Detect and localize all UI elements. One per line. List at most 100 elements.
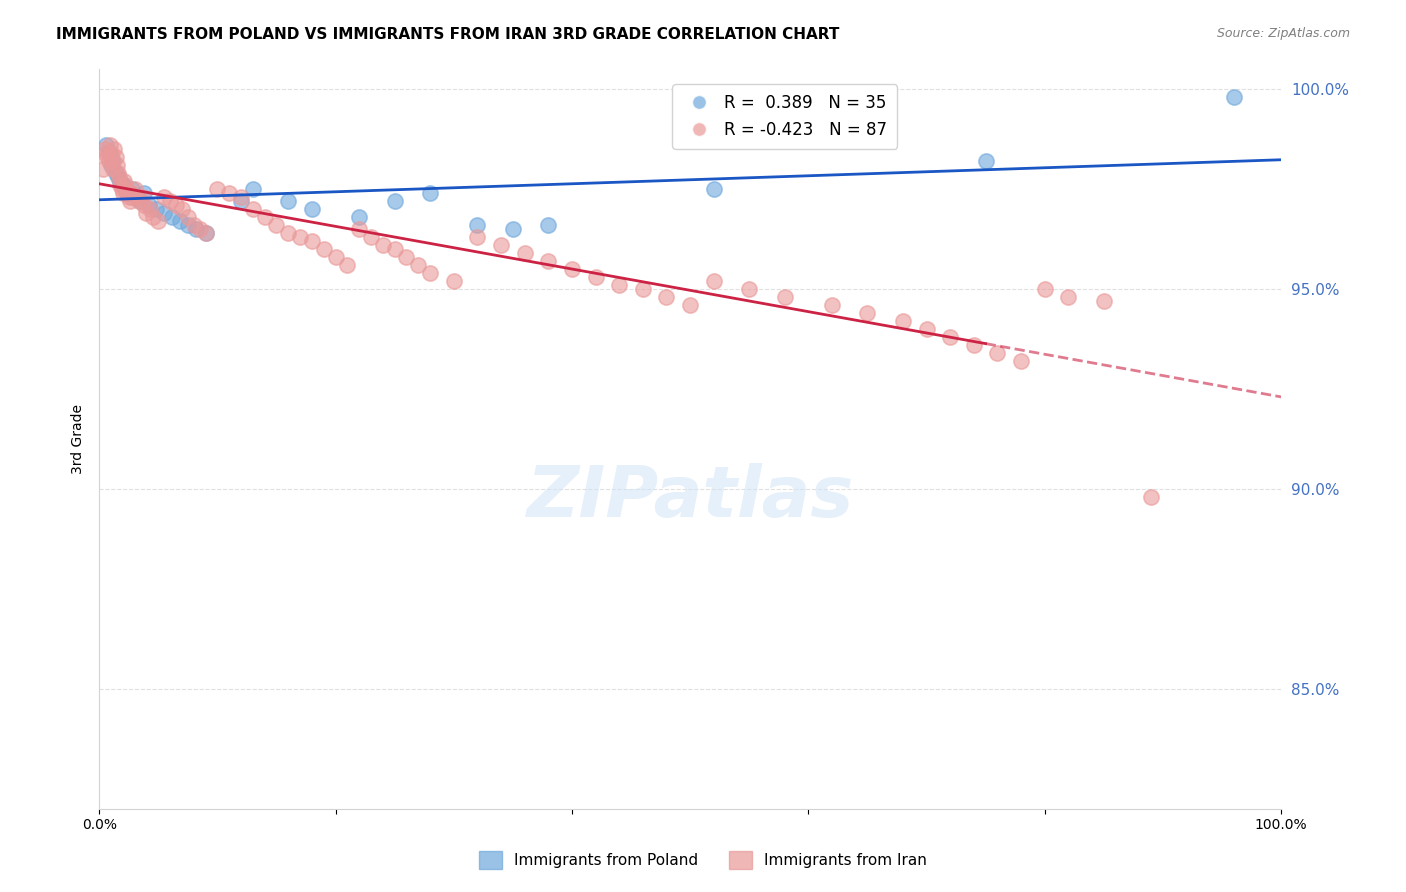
Point <box>128 194 150 208</box>
Point <box>194 226 217 240</box>
Point <box>145 202 167 216</box>
Point <box>100 157 122 171</box>
Point <box>207 181 229 195</box>
Point <box>108 169 131 184</box>
Point <box>111 178 134 192</box>
Point <box>703 274 725 288</box>
Point <box>135 205 157 219</box>
Point <box>312 242 335 256</box>
Point <box>110 178 132 192</box>
Point <box>229 189 252 203</box>
Point <box>655 289 678 303</box>
Point <box>98 137 121 152</box>
Point <box>107 169 129 184</box>
Point <box>974 153 997 168</box>
Point <box>395 250 418 264</box>
Point <box>738 282 761 296</box>
Point <box>114 181 136 195</box>
Point <box>347 221 370 235</box>
Point <box>153 189 176 203</box>
Point <box>406 258 429 272</box>
Point <box>336 258 359 272</box>
Point <box>132 197 155 211</box>
Point <box>443 274 465 288</box>
Point <box>105 157 128 171</box>
Point <box>96 137 118 152</box>
Legend: R =  0.389   N = 35, R = -0.423   N = 87: R = 0.389 N = 35, R = -0.423 N = 87 <box>672 84 897 149</box>
Point <box>118 189 141 203</box>
Point <box>165 197 187 211</box>
Point <box>103 142 125 156</box>
Point <box>384 242 406 256</box>
Point <box>129 194 152 208</box>
Point <box>132 186 155 200</box>
Point <box>96 145 118 160</box>
Point <box>1010 353 1032 368</box>
Point <box>94 142 117 156</box>
Point <box>1140 490 1163 504</box>
Point <box>242 181 264 195</box>
Point <box>502 221 524 235</box>
Point <box>773 289 796 303</box>
Point <box>118 194 141 208</box>
Point <box>188 221 211 235</box>
Point <box>419 266 441 280</box>
Point <box>121 189 143 203</box>
Point <box>939 329 962 343</box>
Legend: Immigrants from Poland, Immigrants from Iran: Immigrants from Poland, Immigrants from … <box>472 845 934 875</box>
Point <box>103 161 125 176</box>
Point <box>101 153 124 168</box>
Point <box>1092 293 1115 308</box>
Text: Source: ZipAtlas.com: Source: ZipAtlas.com <box>1216 27 1350 40</box>
Point <box>96 149 118 163</box>
Point <box>110 173 132 187</box>
Point <box>111 186 134 200</box>
Point <box>104 149 127 163</box>
Point <box>301 202 323 216</box>
Point <box>153 205 176 219</box>
Point <box>138 197 160 211</box>
Point <box>242 202 264 216</box>
Point <box>142 210 165 224</box>
Point <box>124 181 146 195</box>
Point <box>384 194 406 208</box>
Point <box>184 221 207 235</box>
Point <box>467 229 489 244</box>
Text: IMMIGRANTS FROM POLAND VS IMMIGRANTS FROM IRAN 3RD GRADE CORRELATION CHART: IMMIGRANTS FROM POLAND VS IMMIGRANTS FRO… <box>56 27 839 42</box>
Point <box>110 181 132 195</box>
Point <box>277 194 299 208</box>
Point <box>194 226 217 240</box>
Point <box>467 218 489 232</box>
Point <box>121 181 143 195</box>
Point <box>125 189 148 203</box>
Point <box>891 313 914 327</box>
Point <box>100 145 122 160</box>
Point <box>277 226 299 240</box>
Point <box>107 165 129 179</box>
Point <box>148 213 170 227</box>
Point <box>513 245 536 260</box>
Point <box>266 218 288 232</box>
Point <box>301 234 323 248</box>
Point <box>97 153 120 168</box>
Point <box>347 210 370 224</box>
Point <box>159 194 181 208</box>
Point <box>229 194 252 208</box>
Point <box>120 186 142 200</box>
Point <box>360 229 382 244</box>
Point <box>139 202 162 216</box>
Point <box>115 181 138 195</box>
Point <box>112 173 135 187</box>
Point <box>218 186 240 200</box>
Point <box>371 237 394 252</box>
Point <box>169 213 191 227</box>
Point <box>986 345 1008 359</box>
Point <box>103 153 125 168</box>
Point <box>561 261 583 276</box>
Point <box>537 218 560 232</box>
Point <box>856 305 879 319</box>
Point <box>607 277 630 292</box>
Point <box>170 202 193 216</box>
Point <box>114 178 136 192</box>
Point <box>1057 289 1080 303</box>
